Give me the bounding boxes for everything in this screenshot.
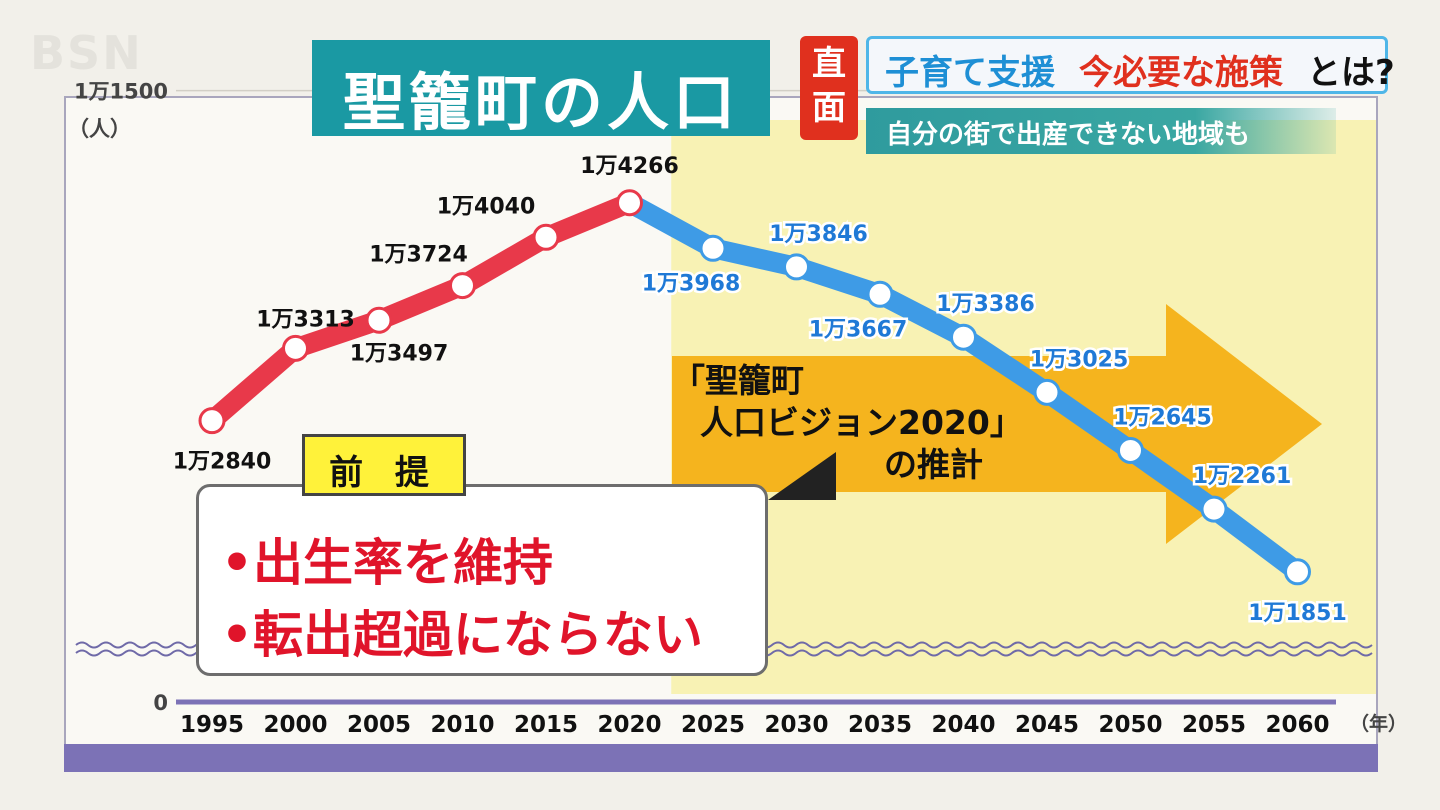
data-label: 1万3313 — [256, 307, 355, 332]
data-label: 1万4040 — [437, 194, 536, 219]
callout-pointer — [768, 452, 836, 500]
data-point — [866, 280, 894, 308]
x-tick-label: 1995 — [180, 712, 244, 738]
x-tick-label: 2025 — [681, 712, 745, 738]
subheadline-text: 自分の街で出産できない地域も — [886, 120, 1251, 150]
actual-population-line — [202, 192, 640, 431]
chart-title-text: 聖籠町の人口 — [342, 66, 739, 139]
premise-label-text: 前 提 — [329, 453, 439, 493]
headline-banner: 子育て支援 今必要な施策 とは? — [866, 36, 1395, 94]
data-point — [1200, 495, 1228, 523]
data-point — [699, 234, 727, 262]
chart-title: 聖籠町の人口 — [312, 40, 770, 139]
vision-note-line3: の推計 — [884, 445, 983, 484]
data-label: 1万2645 — [1113, 405, 1212, 430]
x-tick-label: 2015 — [514, 712, 578, 738]
channel-logo: BSN — [30, 26, 143, 80]
data-point — [1117, 436, 1144, 464]
data-point — [783, 253, 810, 281]
headline-part2: 今必要な施策 — [1079, 53, 1283, 93]
data-point — [532, 223, 560, 251]
x-tick-label: 2030 — [764, 712, 828, 738]
data-label: 1万3724 — [369, 243, 468, 268]
vision-note-line2: 人口ビジョン2020」 — [700, 403, 1023, 442]
premise-item-migration: •転出超過にならない — [221, 606, 703, 664]
x-tick-label: 2045 — [1015, 712, 1079, 738]
data-label: 1万3497 — [350, 341, 449, 366]
premise-item-birthrate: •出生率を維持 — [221, 534, 553, 592]
data-label: 1万3025 — [1030, 347, 1129, 372]
headline-part1: 子育て支援 — [885, 53, 1055, 93]
y-tick-label: 0 — [153, 691, 168, 715]
data-point — [282, 334, 309, 362]
data-label: 1万2840 — [173, 450, 272, 475]
x-tick-label: 2050 — [1098, 712, 1162, 738]
data-point — [616, 189, 643, 217]
topic-tag: 直面 — [800, 36, 858, 140]
data-point — [1284, 558, 1311, 586]
data-point — [198, 407, 226, 435]
subheadline-banner: 自分の街で出産できない地域も — [866, 108, 1336, 154]
data-point — [365, 306, 393, 334]
y-tick-label: 1万1500 — [74, 80, 168, 104]
x-tick-label: 2060 — [1265, 712, 1329, 738]
headline-part3: とは? — [1307, 53, 1395, 93]
data-label: 1万4266 — [580, 154, 679, 179]
x-tick-label: 2055 — [1182, 712, 1246, 738]
x-tick-label: 2035 — [848, 712, 912, 738]
x-tick-label: 2000 — [263, 712, 327, 738]
bottom-band — [64, 744, 1378, 772]
data-point — [950, 323, 977, 351]
premise-label: 前 提 — [302, 434, 466, 496]
data-label: 1万2261 — [1193, 464, 1292, 489]
y-axis-label: （人） — [68, 117, 131, 141]
data-point — [1033, 378, 1061, 406]
x-tick-label: 2040 — [931, 712, 995, 738]
premise-callout: •出生率を維持 •転出超過にならない — [196, 484, 768, 676]
x-tick-label: 2005 — [347, 712, 411, 738]
x-tick-label: 2010 — [430, 712, 494, 738]
data-label: 1万3968 — [642, 271, 741, 296]
data-label: 1万3667 — [809, 317, 908, 342]
data-label: 1万3386 — [936, 292, 1035, 317]
x-tick-label: 2020 — [597, 712, 661, 738]
x-axis-label: （年） — [1350, 712, 1407, 735]
data-point — [449, 272, 476, 300]
vision-note: 「聖籠町 人口ビジョン2020」 の推計 — [672, 360, 1023, 486]
data-label: 1万3846 — [769, 222, 868, 247]
vision-note-line1: 「聖籠町 — [672, 361, 804, 400]
data-label: 1万1851 — [1248, 601, 1347, 626]
